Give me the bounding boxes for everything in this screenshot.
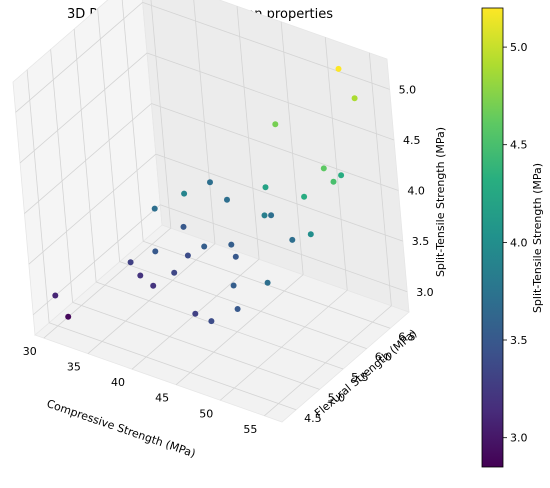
y-tick-label: 4.5: [304, 412, 322, 425]
gridlines: [15, 0, 408, 417]
colorbar-tick-label: 4.5: [510, 139, 528, 152]
y-grid-floor: [48, 322, 297, 411]
data-point: [127, 259, 134, 266]
colorbar-ticks: 3.0 3.5 4.0 4.5 5.0: [503, 41, 528, 445]
x-tick-label: 40: [111, 376, 125, 389]
x-tick-label: 55: [243, 423, 257, 436]
z-grid-back: [146, 52, 395, 141]
z-grid-left: [19, 52, 148, 164]
data-point: [137, 272, 144, 279]
y-grid-left: [26, 69, 50, 323]
z-grid-left: [28, 153, 157, 265]
x-grid-back: [324, 37, 348, 291]
data-point: [180, 223, 187, 230]
data-point: [152, 248, 159, 255]
colorbar-label: Split-Tensile Strength (MPa): [531, 163, 544, 313]
z-tick-label: 3.5: [412, 235, 430, 248]
data-point: [272, 121, 279, 128]
data-point: [230, 282, 237, 289]
x-grid-back: [193, 0, 216, 244]
data-point: [330, 178, 337, 185]
y-grid-left: [50, 49, 74, 303]
data-point: [208, 318, 215, 325]
z-grid-back: [142, 1, 390, 90]
data-point: [338, 172, 345, 179]
x-grid-floor: [264, 305, 392, 417]
data-point: [65, 313, 72, 320]
data-points: [52, 65, 358, 325]
y-tick-label: 6.5: [398, 330, 416, 343]
x-grid-floor: [87, 243, 216, 354]
data-point: [52, 292, 59, 299]
data-point: [150, 282, 157, 289]
x-grid-back: [368, 52, 392, 306]
colorbar-tick-label: 3.0: [510, 432, 528, 445]
y-tick-label: 6.0: [375, 351, 393, 364]
data-point: [264, 279, 271, 286]
y-grid-floor: [96, 281, 344, 370]
x-tick-label: 35: [67, 361, 81, 374]
data-point: [207, 179, 213, 186]
x-grid-floor: [219, 289, 348, 401]
y-tick-label: 5.5: [351, 371, 369, 384]
z-grid-back: [160, 204, 408, 293]
data-point: [184, 252, 191, 259]
x-tick-label: 30: [23, 345, 37, 358]
y-tick-label: 5.0: [328, 391, 346, 404]
x-tick-label: 45: [155, 392, 169, 405]
z-tick-label: 4.5: [403, 134, 421, 147]
x-grid-back: [280, 21, 304, 275]
data-point: [335, 65, 342, 72]
data-point: [262, 184, 269, 191]
z-grid-back: [155, 153, 403, 242]
data-point: [151, 205, 158, 212]
axis-panes: [12, 0, 410, 423]
x-grid-floor: [43, 227, 172, 339]
data-point: [192, 310, 199, 317]
data-point: [228, 241, 235, 248]
colorbar-tick-label: 3.5: [510, 334, 528, 347]
data-point: [201, 243, 208, 250]
x-grid-back: [150, 0, 172, 229]
data-point: [171, 269, 178, 276]
data-point: [268, 212, 275, 219]
data-point: [289, 236, 296, 243]
y-grid-floor: [119, 261, 367, 350]
colorbar-tick-label: 5.0: [510, 41, 528, 54]
z-tick-label: 3.0: [416, 286, 434, 299]
y-grid-left: [97, 8, 121, 262]
z-grid-back: [151, 103, 399, 191]
data-point: [181, 190, 188, 197]
x-axis-label: Compressive Strength (MPa): [45, 397, 197, 460]
data-point: [320, 165, 327, 172]
data-point: [307, 231, 314, 238]
z-tick-label: 5.0: [399, 83, 417, 96]
y-grid-left: [121, 0, 144, 242]
data-point: [224, 196, 230, 203]
data-point: [351, 95, 358, 102]
data-point: [261, 212, 268, 219]
colorbar-tick-label: 4.0: [510, 236, 528, 249]
tick-labels: 30 35 40 45 50 55 4.5 5.0 5.5 6.0 6.5 3.0 3.5 4.0 4.5 5…: [23, 83, 434, 435]
z-grid-left: [24, 103, 152, 214]
x-grid-floor: [175, 274, 304, 386]
z-axis-label: Split-Tensile Strength (MPa): [434, 127, 447, 277]
data-point: [301, 193, 308, 200]
data-point: [232, 253, 239, 260]
colorbar-gradient: [481, 7, 504, 468]
y-grid-floor: [72, 302, 320, 390]
y-grid-left: [73, 29, 97, 283]
x-tick-label: 50: [199, 407, 213, 420]
z-tick-label: 4.0: [407, 185, 425, 198]
data-point: [234, 306, 241, 312]
colorbar: 3.0 3.5 4.0 4.5 5.0 Split-Tensile Strength (…: [481, 7, 544, 468]
z-grid-left: [15, 2, 143, 113]
x-grid-back: [236, 6, 260, 260]
